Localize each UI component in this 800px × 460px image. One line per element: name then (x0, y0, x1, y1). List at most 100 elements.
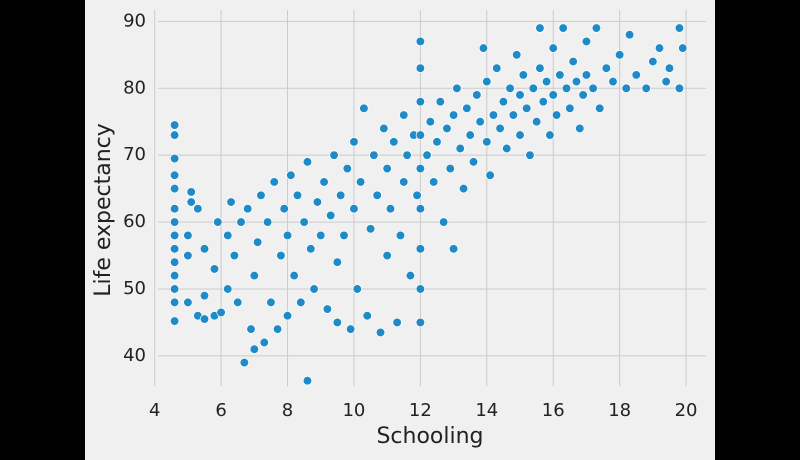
point (588, 83, 598, 93)
point (555, 70, 565, 80)
point (319, 177, 329, 187)
point (282, 230, 293, 241)
point (169, 244, 180, 254)
point (239, 357, 250, 368)
point (289, 270, 299, 281)
point (169, 270, 180, 281)
point (342, 163, 352, 174)
point (488, 110, 499, 120)
point (472, 90, 482, 100)
point (538, 97, 548, 107)
point (678, 43, 688, 53)
point (282, 311, 293, 321)
point (581, 70, 592, 80)
point (508, 110, 519, 120)
point (186, 187, 196, 197)
point (183, 250, 193, 261)
point (462, 103, 472, 113)
point (525, 150, 535, 160)
point (415, 36, 426, 47)
point (186, 197, 196, 207)
point (223, 230, 233, 241)
point (236, 217, 246, 227)
point (674, 23, 685, 33)
point (512, 50, 522, 60)
point (302, 375, 313, 386)
point (664, 63, 675, 73)
point (352, 284, 362, 294)
point (631, 70, 641, 80)
point (169, 130, 180, 140)
point (365, 224, 376, 234)
point (375, 327, 386, 338)
point (541, 76, 552, 87)
point (389, 137, 399, 147)
point (515, 90, 525, 100)
point (345, 324, 356, 334)
point (286, 170, 296, 180)
point (402, 150, 412, 160)
point (478, 43, 489, 53)
y-tick-label: 40 (123, 345, 146, 366)
x-tick-label: 6 (215, 400, 226, 421)
point (336, 190, 346, 200)
point (272, 324, 283, 334)
point (169, 297, 180, 308)
point (415, 204, 426, 214)
point (621, 83, 631, 93)
point (312, 197, 323, 207)
point (475, 117, 485, 127)
x-tick-label: 10 (342, 400, 365, 421)
point (209, 264, 220, 274)
x-tick-label: 14 (475, 400, 498, 421)
point (169, 230, 180, 241)
point (292, 190, 303, 200)
point (565, 103, 575, 113)
point (299, 217, 309, 227)
point (548, 90, 558, 100)
point (276, 250, 286, 261)
point (624, 30, 635, 40)
point (392, 317, 402, 328)
point (458, 183, 469, 194)
point (495, 123, 505, 134)
point (169, 217, 180, 227)
point (226, 197, 236, 207)
point (296, 297, 306, 308)
point (229, 250, 240, 261)
x-tick-label: 18 (608, 400, 631, 421)
point (435, 97, 445, 107)
point (169, 257, 180, 267)
point (561, 83, 572, 93)
x-axis-label: Schooling (376, 424, 483, 449)
point (256, 190, 266, 200)
point (442, 123, 452, 134)
point (169, 183, 180, 194)
y-tick-label: 50 (123, 278, 146, 299)
point (438, 217, 449, 227)
point (316, 230, 326, 241)
point (382, 250, 392, 261)
figure-background (85, 0, 715, 460)
point (332, 257, 342, 267)
point (395, 230, 406, 241)
point (531, 117, 542, 127)
point (558, 23, 568, 33)
point (415, 317, 426, 328)
point (302, 157, 313, 167)
point (382, 163, 392, 174)
point (551, 110, 562, 120)
point (415, 97, 426, 107)
point (568, 56, 578, 67)
point (213, 217, 223, 227)
point (399, 177, 409, 187)
point (601, 63, 612, 73)
x-tick-label: 12 (409, 400, 432, 421)
point (349, 137, 359, 147)
point (223, 284, 233, 294)
point (243, 204, 253, 214)
point (233, 297, 243, 308)
point (571, 76, 582, 87)
point (169, 204, 180, 214)
